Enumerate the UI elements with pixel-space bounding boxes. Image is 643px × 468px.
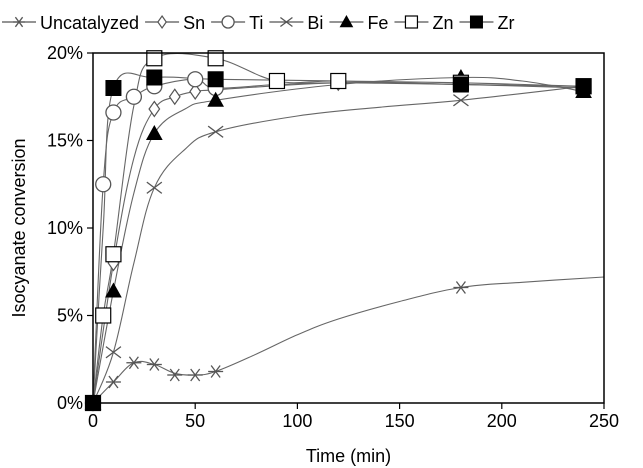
legend: Uncatalyzed Sn Ti Bi Fe Zn Zr (2, 13, 514, 33)
legend-marker-fe (339, 14, 354, 28)
data-point-zn (146, 50, 163, 67)
data-point-zn (330, 72, 347, 90)
data-point-sn (189, 82, 202, 101)
data-point-zr (575, 78, 592, 95)
legend-marker-ti (221, 15, 235, 29)
y-tick-label: 20% (47, 43, 83, 63)
y-tick-label: 5% (57, 306, 83, 326)
data-point-ti (187, 71, 204, 88)
data-point-zr (105, 80, 122, 96)
y-tick-label: 0% (57, 393, 83, 413)
x-axis-title: Time (min) (306, 446, 391, 466)
y-axis: 0% 5% 10% 15% 20% (47, 43, 93, 413)
data-point-zn (268, 72, 286, 90)
data-point-uncatalyzed (146, 358, 162, 371)
series-markers (84, 50, 592, 412)
legend-label: Bi (307, 13, 323, 33)
data-point-zn (95, 307, 112, 324)
series-line-sn (92, 81, 584, 404)
x-tick-label: 100 (282, 411, 312, 431)
legend-marker-sn (157, 14, 167, 30)
y-tick-label: 15% (47, 131, 83, 151)
series-line-bi (92, 85, 584, 404)
data-point-zr (146, 69, 163, 86)
legend-item-zn: Zn (394, 13, 453, 33)
x-tick-label: 150 (385, 411, 415, 431)
data-point-fe (145, 124, 163, 140)
data-point-uncatalyzed (105, 375, 121, 389)
legend-item-fe: Fe (329, 13, 388, 33)
data-point-fe (207, 91, 224, 107)
legend-label: Zn (432, 13, 453, 33)
legend-item-sn: Sn (145, 13, 205, 33)
legend-marker-zn (404, 15, 419, 29)
data-point-zn (105, 246, 122, 263)
data-point-bi (105, 346, 122, 359)
data-point-bi (207, 125, 224, 138)
y-axis-title: Isocyanate conversion (9, 138, 29, 317)
data-point-ti (95, 176, 112, 193)
x-tick-label: 200 (487, 411, 517, 431)
x-tick-label: 50 (185, 411, 205, 431)
data-point-bi (146, 181, 163, 194)
legend-marker-uncatalyzed (13, 16, 25, 28)
legend-item-zr: Zr (459, 13, 514, 33)
data-point-ti (105, 104, 122, 121)
data-point-uncatalyzed (453, 281, 469, 294)
legend-label: Fe (367, 13, 388, 33)
legend-item-bi: Bi (269, 13, 323, 33)
data-point-ti (125, 88, 143, 105)
data-point-zr (452, 76, 469, 93)
legend-label: Ti (249, 13, 263, 33)
legend-item-uncatalyzed: Uncatalyzed (2, 13, 139, 33)
data-point-bi (453, 94, 469, 107)
plot-frame (92, 52, 605, 404)
series-line-uncatalyzed (92, 276, 605, 404)
legend-label: Uncatalyzed (40, 13, 139, 33)
data-point-uncatalyzed (187, 368, 203, 382)
data-point-zn (207, 50, 224, 67)
x-tick-label: 0 (88, 411, 98, 431)
legend-marker-bi (280, 16, 293, 28)
legend-label: Sn (183, 13, 205, 33)
series-line-fe (92, 76, 584, 404)
x-tick-label: 250 (589, 411, 619, 431)
series-line-ti (92, 78, 584, 404)
data-point-uncatalyzed (208, 365, 224, 378)
legend-item-ti: Ti (211, 13, 263, 33)
series-line-zn (92, 52, 584, 404)
data-point-uncatalyzed (167, 368, 183, 382)
series-curves (92, 52, 605, 404)
x-axis: 0 50 100 150 200 250 (88, 403, 619, 431)
series-line-zr (92, 72, 584, 404)
legend-label: Zr (497, 13, 514, 33)
legend-marker-zr (469, 15, 483, 29)
data-point-fe (105, 282, 122, 298)
data-point-sn (168, 88, 181, 106)
data-point-sn (148, 100, 161, 118)
data-point-zr (207, 71, 224, 88)
y-tick-label: 10% (47, 218, 83, 238)
data-point-uncatalyzed (126, 356, 142, 370)
